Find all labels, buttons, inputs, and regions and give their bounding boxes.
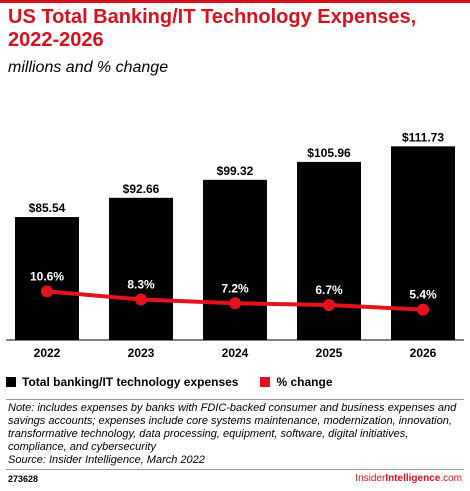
legend-label-line: % change <box>276 375 333 389</box>
pct-label-2026: 5.4% <box>409 288 437 302</box>
legend-swatch-bars <box>6 377 16 387</box>
pct-label-2024: 7.2% <box>221 281 249 295</box>
bar-value-label-2025: $105.96 <box>307 146 351 160</box>
legend-item-bars: Total banking/IT technology expenses <box>6 375 238 389</box>
pct-point-2024 <box>229 297 241 310</box>
pct-point-2022 <box>41 285 53 298</box>
chart-title: US Total Banking/IT Technology Expenses,… <box>8 6 417 51</box>
footer-divider <box>6 469 464 470</box>
bar-value-label-2026: $111.73 <box>402 130 444 144</box>
legend-label-bars: Total banking/IT technology expenses <box>22 375 239 389</box>
footnote-note: Note: includes expenses by banks with FD… <box>8 402 457 453</box>
legend-item-line: % change <box>260 375 333 389</box>
bar-2024 <box>203 179 267 340</box>
brand-part-1: Insider <box>355 473 386 484</box>
bar-value-label-2022: $85.54 <box>29 201 66 215</box>
chart-id: 273628 <box>8 474 39 484</box>
footnote-source: Source: Insider Intelligence, March 2022 <box>8 454 205 466</box>
bar-2022 <box>15 217 79 340</box>
bar-line-chart: $85.54 2022 $92.66 2023 $99.32 2024 $105.96 202… <box>6 130 464 360</box>
pct-label-2023: 8.3% <box>127 277 155 291</box>
x-tick-label-2025: 2025 <box>316 346 343 360</box>
pct-point-2023 <box>135 293 147 306</box>
bar-value-label-2024: $99.32 <box>217 164 254 178</box>
bar-2023 <box>109 197 173 340</box>
x-tick-label-2026: 2026 <box>410 346 437 360</box>
brand-logo: InsiderIntelligence.com <box>355 473 462 484</box>
brand-part-2: Intelligence <box>385 473 441 484</box>
legend-swatch-line <box>260 377 271 387</box>
footnote: Note: includes expenses by banks with FD… <box>8 402 460 467</box>
x-tick-label-2024: 2024 <box>222 346 249 360</box>
pct-point-2026 <box>417 303 429 316</box>
legend: Total banking/IT technology expenses % c… <box>6 373 333 391</box>
top-accent-rule <box>0 0 470 3</box>
pct-label-2025: 6.7% <box>315 283 343 297</box>
bar-value-label-2023: $92.66 <box>123 182 160 196</box>
x-tick-label-2022: 2022 <box>34 346 61 360</box>
bar-2025 <box>297 161 361 340</box>
pct-point-2025 <box>323 299 335 312</box>
brand-part-3: .com <box>440 473 462 484</box>
note-divider <box>6 399 464 400</box>
chart-subtitle: millions and % change <box>8 59 169 76</box>
pct-label-2022: 10.6% <box>30 269 64 283</box>
x-tick-label-2023: 2023 <box>128 346 155 360</box>
